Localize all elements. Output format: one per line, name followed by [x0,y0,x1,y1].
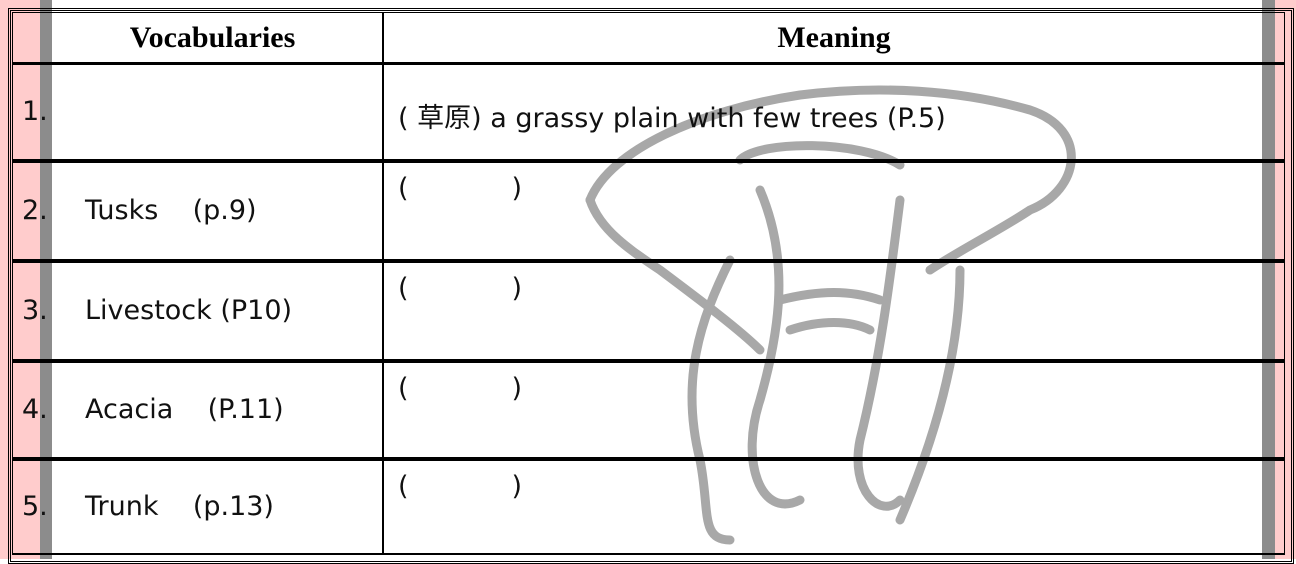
row-cell [12,459,383,555]
row-cell [12,63,383,161]
row-cell [12,161,383,261]
row-cell [383,161,1285,261]
row-number: 3. [22,295,48,326]
row-cell [12,261,383,361]
row-cell [383,459,1285,555]
right-bar [1262,0,1275,559]
vocabulary-word: Trunk (p.13) [85,491,274,522]
left-border [0,0,40,559]
right-border [1275,0,1296,559]
header-cell: Vocabularies [12,12,383,63]
header-cell: Meaning [383,12,1285,63]
row-number: 2. [22,195,48,226]
meaning-text: ( ) [398,373,523,404]
vocabulary-word: Tusks (p.9) [85,195,257,226]
row-cell [383,261,1285,361]
row-cell [383,361,1285,459]
vocabulary-word: Acacia (P.11) [85,394,284,425]
meaning-text: ( ) [398,273,523,304]
row-number: 5. [22,491,48,522]
row-cell [12,361,383,459]
meaning-text: ( 草原) a grassy plain with few trees (P.5… [398,103,946,134]
meaning-text: ( ) [398,471,523,502]
row-cell [383,63,1285,161]
meaning-text: ( ) [398,173,523,204]
vocabulary-word: Livestock (P10) [85,295,293,326]
left-bar [40,0,52,559]
row-number: 1. [22,96,48,127]
row-number: 4. [22,394,48,425]
